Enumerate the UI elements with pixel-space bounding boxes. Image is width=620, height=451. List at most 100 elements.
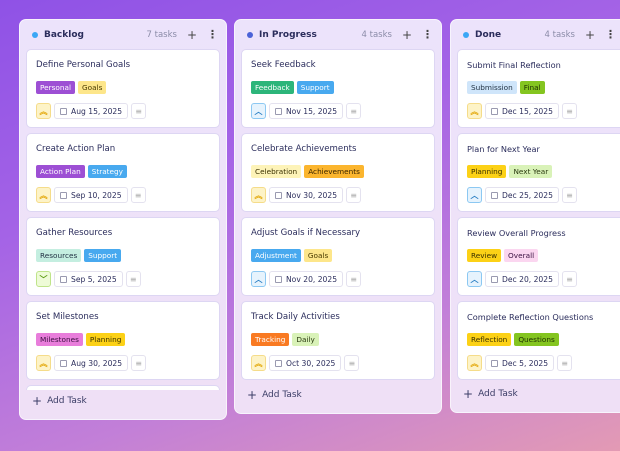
task-card[interactable]: Seek Feedback Feedback Support ︿ Nov 15, 202… — [241, 49, 435, 128]
task-card[interactable]: Define Personal Goals Personal Goals ︽ Aug 1… — [26, 49, 220, 128]
due-date-text: Aug 15, 2025 — [71, 106, 123, 116]
due-date-text: Dec 25, 2025 — [502, 190, 553, 200]
tag-list: Action Plan Strategy — [36, 165, 210, 178]
description-icon[interactable]: ≡ — [125, 271, 141, 287]
tag: Planning — [467, 165, 507, 178]
priority-high-icon[interactable]: ︽ — [251, 355, 266, 371]
description-icon[interactable]: ≡ — [557, 355, 573, 371]
tag: Goals — [78, 81, 107, 94]
tag-list: Submission Final — [467, 81, 620, 94]
column-header: Done 4 tasks + ⋮ — [451, 20, 620, 49]
more-menu-icon[interactable]: ⋮ — [422, 28, 433, 41]
due-date[interactable]: Dec 25, 2025 — [485, 187, 559, 203]
tag-list: Milestones Planning — [36, 333, 210, 346]
priority-medium-icon[interactable]: ︿ — [467, 271, 482, 287]
due-date[interactable]: Nov 30, 2025 — [269, 187, 344, 203]
add-task-button[interactable]: + Add Task — [20, 387, 99, 415]
due-date-text: Nov 20, 2025 — [286, 274, 338, 284]
calendar-icon — [275, 275, 282, 283]
tag: Strategy — [87, 165, 127, 178]
due-date-text: Aug 30, 2025 — [71, 358, 123, 368]
due-date-text: Oct 30, 2025 — [286, 358, 336, 368]
task-card[interactable]: Review Overall Progress Review Overall ︿ Dec… — [457, 217, 620, 296]
card-footer: ︿ Dec 25, 2025 ≡ — [467, 187, 620, 203]
description-icon[interactable]: ≡ — [346, 103, 362, 119]
priority-medium-icon[interactable]: ︿ — [251, 271, 266, 287]
priority-low-icon[interactable]: ﹀ — [36, 271, 51, 287]
description-icon[interactable]: ≡ — [346, 187, 362, 203]
more-menu-icon[interactable]: ⋮ — [605, 28, 616, 41]
card-footer: ︽ Nov 30, 2025 ≡ — [251, 187, 425, 203]
priority-high-icon[interactable]: ︽ — [36, 103, 51, 119]
priority-high-icon[interactable]: ︽ — [467, 103, 482, 119]
due-date[interactable]: Dec 5, 2025 — [485, 355, 555, 371]
description-icon[interactable]: ≡ — [130, 187, 146, 203]
due-date-text: Sep 10, 2025 — [71, 190, 122, 200]
description-icon[interactable]: ≡ — [131, 103, 147, 119]
tag-list: Tracking Daily — [251, 333, 425, 346]
due-date[interactable]: Aug 15, 2025 — [54, 103, 129, 119]
card-footer: ︿ Nov 15, 2025 ≡ — [251, 103, 425, 119]
task-card[interactable]: Track Daily Activities Tracking Daily ︽ Oct … — [241, 301, 435, 380]
due-date[interactable]: Sep 10, 2025 — [54, 187, 128, 203]
description-icon[interactable]: ≡ — [561, 187, 577, 203]
add-task-label: Add Task — [478, 389, 518, 399]
task-title: Review Overall Progress — [467, 228, 566, 238]
card-footer: ︿ Nov 20, 2025 ≡ — [251, 271, 425, 287]
card-footer: ︽ Aug 30, 2025 ≡ — [36, 355, 210, 371]
task-card[interactable]: Plan for Next Year Planning Next Year ︿ Dec … — [457, 133, 620, 212]
task-title: Track Daily Activities — [251, 312, 340, 322]
tag: Feedback — [251, 81, 294, 94]
add-task-button[interactable]: + Add Task — [451, 380, 530, 408]
calendar-icon — [60, 359, 67, 367]
plus-icon: + — [247, 388, 258, 402]
due-date[interactable]: Nov 20, 2025 — [269, 271, 344, 287]
priority-high-icon[interactable]: ︽ — [251, 187, 266, 203]
tag: Achievements — [304, 165, 364, 178]
task-card[interactable]: Gather Resources Resources Support ﹀ Sep 5, … — [26, 217, 220, 296]
task-card[interactable]: Submit Final Reflection Submission Final ︽ D… — [457, 49, 620, 128]
priority-high-icon[interactable]: ︽ — [36, 355, 51, 371]
tag-list: Celebration Achievements — [251, 165, 425, 178]
priority-high-icon[interactable]: ︽ — [467, 355, 482, 371]
due-date[interactable]: Dec 20, 2025 — [485, 271, 559, 287]
description-icon[interactable]: ≡ — [561, 271, 577, 287]
description-icon[interactable]: ≡ — [344, 355, 360, 371]
priority-medium-icon[interactable]: ︿ — [251, 103, 266, 119]
description-icon[interactable]: ≡ — [131, 355, 147, 371]
priority-medium-icon[interactable]: ︿ — [467, 187, 482, 203]
description-icon[interactable]: ≡ — [346, 271, 362, 287]
add-icon[interactable]: + — [584, 27, 595, 42]
task-card[interactable]: Complete Reflection Questions Reflection Q… — [457, 301, 620, 380]
due-date-text: Nov 30, 2025 — [286, 190, 338, 200]
column-header: Backlog 7 tasks + ⋮ — [20, 20, 226, 49]
card-list: Seek Feedback Feedback Support ︿ Nov 15, 202… — [235, 49, 441, 380]
task-title: Celebrate Achievements — [251, 144, 357, 154]
add-task-label: Add Task — [47, 396, 87, 406]
card-footer: ︽ Aug 15, 2025 ≡ — [36, 103, 210, 119]
more-menu-icon[interactable]: ⋮ — [207, 28, 218, 41]
task-card-partial[interactable] — [26, 385, 220, 390]
tag: Planning — [85, 333, 126, 346]
tag: Personal — [36, 81, 76, 94]
add-task-button[interactable]: + Add Task — [235, 381, 314, 409]
add-icon[interactable]: + — [401, 27, 412, 42]
tag-list: Adjustment Goals — [251, 249, 425, 262]
due-date[interactable]: Oct 30, 2025 — [269, 355, 342, 371]
due-date[interactable]: Nov 15, 2025 — [269, 103, 344, 119]
due-date[interactable]: Aug 30, 2025 — [54, 355, 129, 371]
task-card[interactable]: Create Action Plan Action Plan Strategy ︽ Se… — [26, 133, 220, 212]
priority-high-icon[interactable]: ︽ — [36, 187, 51, 203]
task-card[interactable]: Set Milestones Milestones Planning ︽ Aug 30,… — [26, 301, 220, 380]
task-card[interactable]: Adjust Goals if Necessary Adjustment Goals… — [241, 217, 435, 296]
column-title: Backlog — [44, 29, 84, 40]
due-date[interactable]: Sep 5, 2025 — [54, 271, 123, 287]
card-footer: ︽ Dec 5, 2025 ≡ — [467, 355, 620, 371]
due-date[interactable]: Dec 15, 2025 — [485, 103, 559, 119]
add-icon[interactable]: + — [186, 27, 197, 42]
card-list: Define Personal Goals Personal Goals ︽ Aug 1… — [20, 49, 226, 390]
task-card[interactable]: Celebrate Achievements Celebration Achieve… — [241, 133, 435, 212]
tag-list: Review Overall — [467, 249, 620, 262]
task-title: Complete Reflection Questions — [467, 312, 594, 322]
description-icon[interactable]: ≡ — [561, 103, 577, 119]
